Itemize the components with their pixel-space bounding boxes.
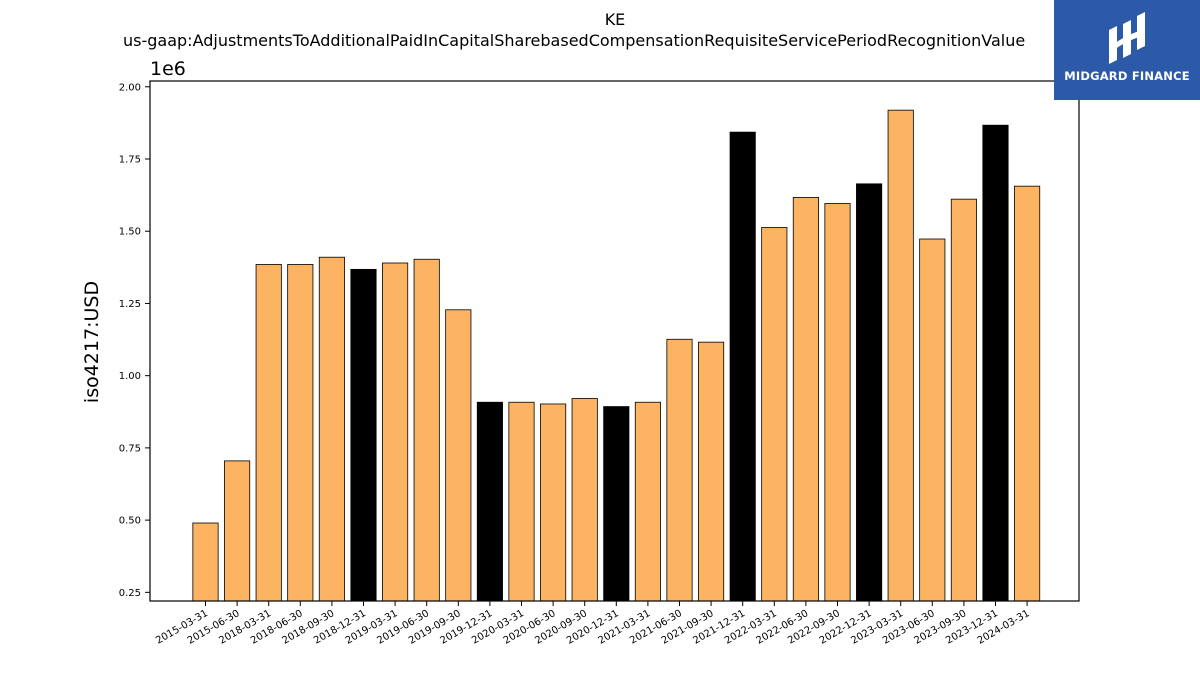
chart-title: KE [605,10,626,29]
bar-2020-12-31 [603,406,630,602]
logo-text: MIDGARD FINANCE [1064,69,1190,83]
bar-2021-03-31 [634,401,661,602]
midgard-logo-icon [1109,12,1145,64]
bar-2021-06-30 [666,338,693,602]
bar-2015-06-30 [224,460,251,602]
bar-2018-06-30 [287,264,314,602]
bar-2020-03-31 [508,401,535,602]
bar-2022-12-31 [856,183,883,602]
y-axis-offset-label: 1e6 [150,58,186,80]
y-tick-label: 0.75 [119,443,141,454]
bar-2018-12-31 [350,268,377,602]
plot-frame [149,80,1080,602]
bar-2019-12-31 [476,401,503,602]
bar-2019-03-31 [382,262,409,602]
bar-2022-03-31 [761,227,788,602]
y-tick-label: 1.25 [119,299,141,310]
y-tick-label: 2.00 [119,82,141,93]
x-axis-ticks: 2015-03-312015-06-302018-03-312018-06-30… [154,601,1032,647]
y-axis-ticks: 0.25 0.50 0.75 1.00 1.25 1.50 1.75 2.00 [119,82,150,599]
bar-2020-09-30 [571,398,598,602]
bar-2023-06-30 [919,238,946,602]
bars-layer [192,109,1041,602]
bar-2018-03-31 [255,264,282,602]
y-tick-label: 1.00 [119,371,141,382]
y-axis-label: iso4217:USD [81,281,103,403]
bar-2015-03-31 [192,522,219,602]
bar-2022-09-30 [824,203,851,602]
chart-subtitle: us-gaap:AdjustmentsToAdditionalPaidInCap… [123,31,1025,50]
bar-2019-06-30 [413,258,440,602]
bar-2019-09-30 [445,309,472,602]
midgard-finance-logo: MIDGARD FINANCE [1054,0,1200,100]
bar-2020-06-30 [540,403,567,602]
bar-2018-09-30 [318,256,345,602]
y-tick-label: 0.25 [119,588,141,599]
bar-2021-09-30 [698,341,725,602]
y-tick-label: 1.50 [119,227,141,238]
y-tick-label: 1.75 [119,155,141,166]
bar-2022-06-30 [792,197,819,602]
bar-2021-12-31 [729,131,756,602]
bar-2023-09-30 [950,198,977,602]
bar-2023-12-31 [982,124,1009,602]
y-tick-label: 0.50 [119,516,141,527]
bar-2023-03-31 [887,109,914,602]
bar-2024-03-31 [1014,185,1041,602]
